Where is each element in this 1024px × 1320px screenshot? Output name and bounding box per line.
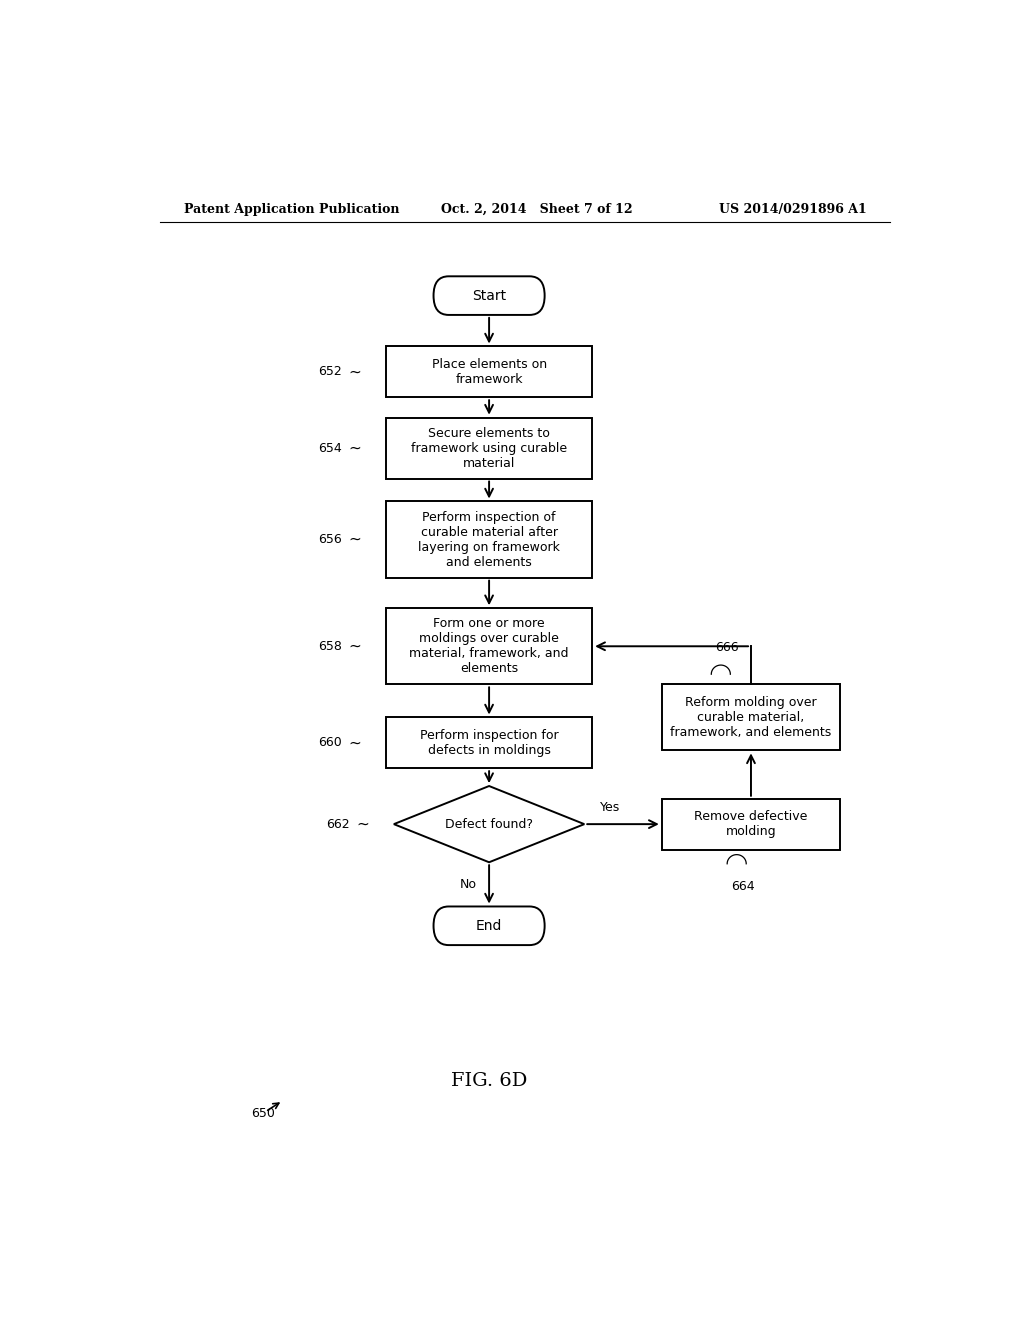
FancyBboxPatch shape: [386, 346, 592, 397]
Text: Secure elements to
framework using curable
material: Secure elements to framework using curab…: [411, 426, 567, 470]
Text: Reform molding over
curable material,
framework, and elements: Reform molding over curable material, fr…: [671, 696, 831, 739]
Text: Patent Application Publication: Patent Application Publication: [183, 203, 399, 215]
FancyBboxPatch shape: [386, 417, 592, 479]
Text: US 2014/0291896 A1: US 2014/0291896 A1: [719, 203, 867, 215]
Text: Oct. 2, 2014   Sheet 7 of 12: Oct. 2, 2014 Sheet 7 of 12: [441, 203, 633, 215]
Polygon shape: [394, 785, 585, 862]
FancyBboxPatch shape: [662, 799, 841, 850]
Text: Defect found?: Defect found?: [445, 817, 534, 830]
Text: 660: 660: [318, 737, 342, 750]
Text: 666: 666: [716, 642, 739, 653]
Text: Start: Start: [472, 289, 506, 302]
Text: Form one or more
moldings over curable
material, framework, and
elements: Form one or more moldings over curable m…: [410, 618, 569, 676]
FancyBboxPatch shape: [386, 502, 592, 578]
FancyBboxPatch shape: [386, 609, 592, 684]
Text: ~: ~: [348, 441, 361, 455]
Text: 662: 662: [327, 817, 350, 830]
Text: Yes: Yes: [600, 801, 621, 814]
Text: 654: 654: [318, 442, 342, 454]
Text: Perform inspection for
defects in moldings: Perform inspection for defects in moldin…: [420, 729, 558, 756]
FancyBboxPatch shape: [433, 276, 545, 315]
Text: End: End: [476, 919, 503, 933]
FancyBboxPatch shape: [662, 684, 841, 751]
Text: 656: 656: [318, 533, 342, 546]
Text: 664: 664: [731, 880, 755, 894]
Text: 650: 650: [251, 1107, 274, 1121]
Text: No: No: [460, 878, 477, 891]
Text: FIG. 6D: FIG. 6D: [451, 1072, 527, 1090]
Text: 658: 658: [318, 640, 342, 653]
Text: 652: 652: [318, 366, 342, 379]
FancyBboxPatch shape: [386, 718, 592, 768]
Text: Perform inspection of
curable material after
layering on framework
and elements: Perform inspection of curable material a…: [418, 511, 560, 569]
Text: ~: ~: [348, 364, 361, 379]
Text: Place elements on
framework: Place elements on framework: [431, 358, 547, 385]
Text: ~: ~: [356, 817, 370, 832]
Text: ~: ~: [348, 639, 361, 653]
Text: ~: ~: [348, 532, 361, 546]
FancyBboxPatch shape: [433, 907, 545, 945]
Text: ~: ~: [348, 735, 361, 750]
Text: Remove defective
molding: Remove defective molding: [694, 810, 808, 838]
